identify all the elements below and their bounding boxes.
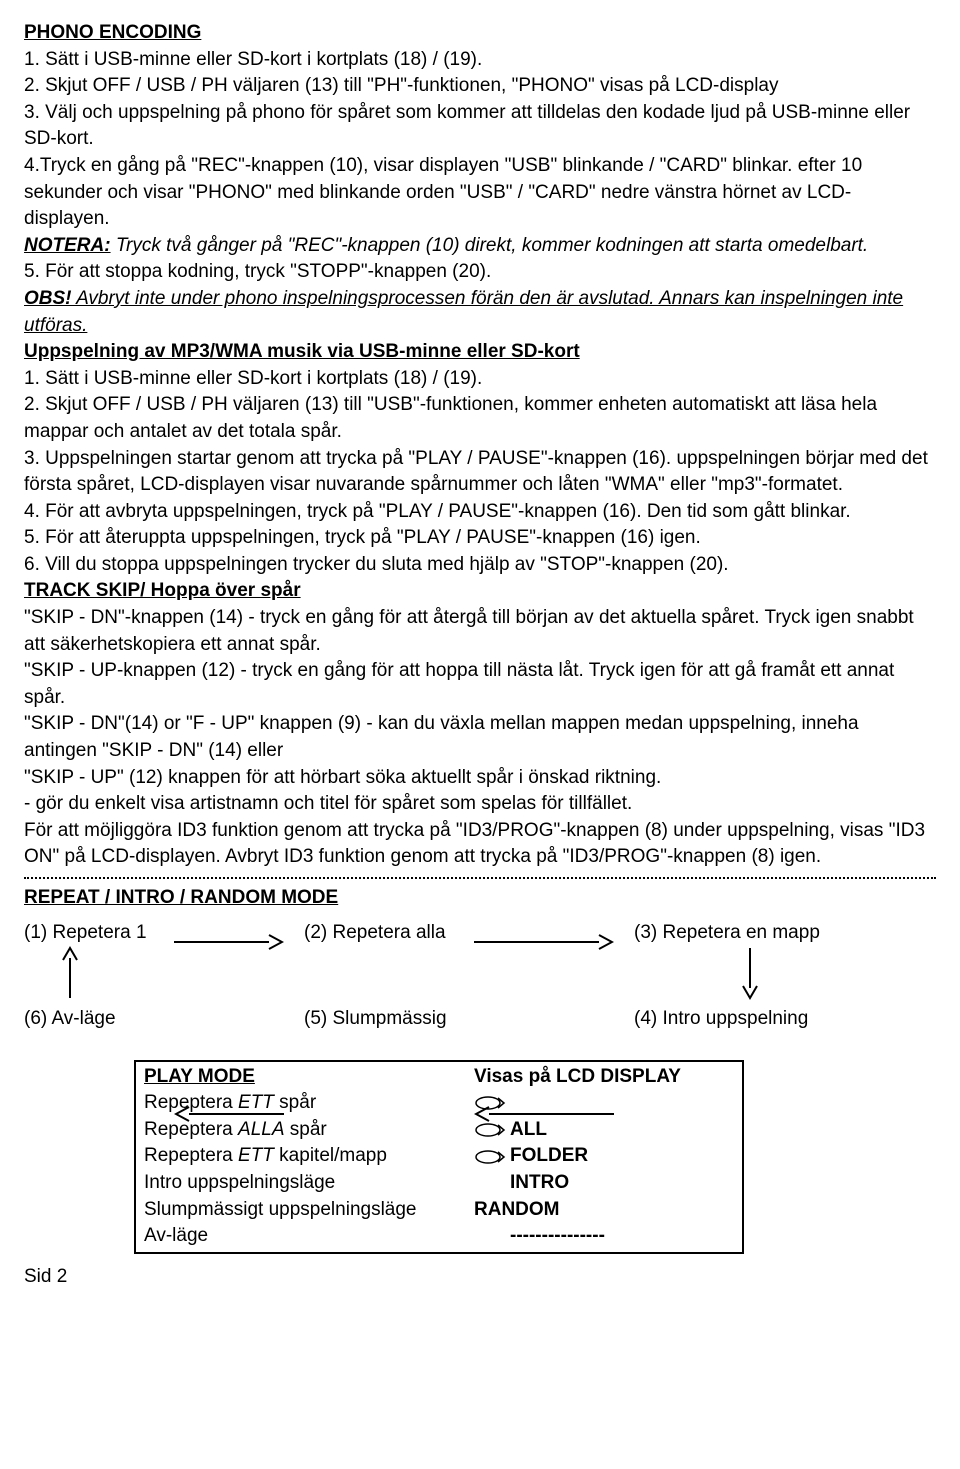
playback-step-2: 2. Skjut OFF / USB / PH väljaren (13) ti…: [24, 392, 936, 445]
section-title-phono: PHONO ENCODING: [24, 20, 936, 47]
phono-step-4: 4.Tryck en gång på "REC"-knappen (10), v…: [24, 153, 936, 233]
playback-step-6: 6. Vill du stoppa uppspelningen trycker …: [24, 552, 936, 579]
mode-2: (2) Repetera alla: [304, 920, 446, 947]
obs-text: Avbryt inte under phono inspelningsproce…: [24, 288, 903, 336]
phono-notera: NOTERA: Tryck två gånger på "REC"-knappe…: [24, 233, 936, 260]
page-footer: Sid 2: [24, 1264, 936, 1291]
table-header-right: Visas på LCD DISPLAY: [474, 1064, 734, 1091]
section-title-modes: REPEAT / INTRO / RANDOM MODE: [24, 885, 936, 912]
play-mode-table: PLAY MODE Visas på LCD DISPLAY Repeptera…: [134, 1060, 744, 1254]
phono-step-2: 2. Skjut OFF / USB / PH väljaren (13) ti…: [24, 73, 936, 100]
phono-obs: OBS! Avbryt inte under phono inspelnings…: [24, 286, 936, 339]
playback-step-5: 5. För att återuppta uppspelningen, tryc…: [24, 525, 936, 552]
mode-3: (3) Repetera en mapp: [634, 920, 820, 947]
phono-step-1: 1. Sätt i USB-minne eller SD-kort i kort…: [24, 47, 936, 74]
table-display-folder: FOLDER: [510, 1143, 588, 1170]
section-title-playback: Uppspelning av MP3/WMA musik via USB-min…: [24, 339, 936, 366]
playback-step-4: 4. För att avbryta uppspelningen, tryck …: [24, 499, 936, 526]
arrow-left-icon: [474, 1105, 614, 1123]
divider-dotted: [24, 877, 936, 879]
arrow-right-icon: [174, 933, 284, 951]
track-p5: - gör du enkelt visa artistnamn och tite…: [24, 791, 936, 818]
mode-flow-diagram: (1) Repetera 1 (2) Repetera alla (3) Rep…: [24, 920, 894, 1050]
phono-step-5: 5. För att stoppa kodning, tryck "STOPP"…: [24, 259, 936, 286]
table-display-off: ---------------: [510, 1223, 605, 1250]
mode-5: (5) Slumpmässig: [304, 1006, 447, 1033]
notera-label: NOTERA:: [24, 235, 111, 256]
repeat-icon: [474, 1121, 506, 1139]
section-title-trackskip: TRACK SKIP/ Hoppa över spår: [24, 578, 936, 605]
phono-step-3: 3. Välj och uppspelning på phono för spå…: [24, 100, 936, 153]
table-display-random: RANDOM: [474, 1197, 560, 1224]
obs-label: OBS!: [24, 288, 72, 309]
table-display-intro: INTRO: [510, 1170, 569, 1197]
track-p6: För att möjliggöra ID3 funktion genom at…: [24, 818, 936, 871]
mode-6: (6) Av-läge: [24, 1006, 116, 1033]
mode-4: (4) Intro uppspelning: [634, 1006, 808, 1033]
playback-step-3: 3. Uppspelningen startar genom att tryck…: [24, 446, 936, 499]
arrow-left-icon: [174, 1105, 284, 1123]
track-p3: "SKIP - DN"(14) or "F - UP" knappen (9) …: [24, 711, 936, 764]
arrow-down-icon: [739, 946, 761, 1000]
arrow-right-icon: [474, 933, 614, 951]
table-header-left: PLAY MODE: [144, 1064, 474, 1091]
repeat-icon: [474, 1148, 506, 1166]
playback-step-1: 1. Sätt i USB-minne eller SD-kort i kort…: [24, 366, 936, 393]
arrow-up-icon: [59, 946, 81, 1000]
mode-1: (1) Repetera 1: [24, 920, 147, 947]
table-row: Intro uppspelningsläge: [144, 1170, 474, 1197]
table-row: Repeptera ETT kapitel/mapp: [144, 1143, 474, 1170]
track-p4: "SKIP - UP" (12) knappen för att hörbart…: [24, 765, 936, 792]
table-row: Av-läge: [144, 1223, 474, 1250]
notera-text: Tryck två gånger på "REC"-knappen (10) d…: [111, 235, 869, 256]
table-row: Slumpmässigt uppspelningsläge: [144, 1197, 474, 1224]
track-p1: "SKIP - DN"-knappen (14) - tryck en gång…: [24, 605, 936, 658]
track-p2: "SKIP - UP-knappen (12) - tryck en gång …: [24, 658, 936, 711]
